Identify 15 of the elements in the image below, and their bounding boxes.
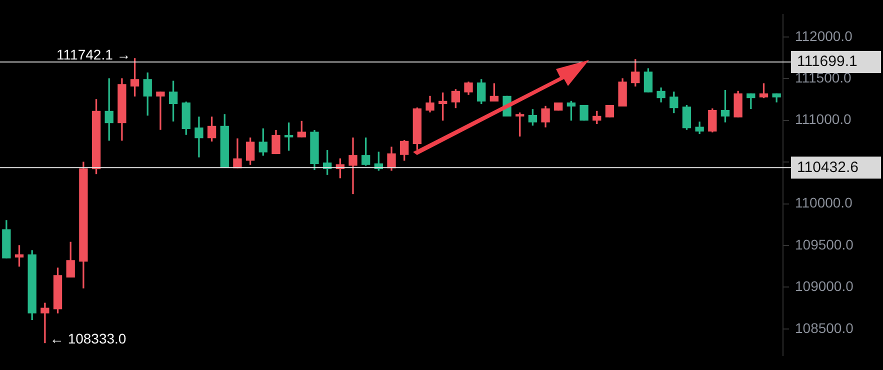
annotation: ← 108333.0: [50, 330, 126, 347]
annotation: 111742.1 →: [56, 46, 131, 62]
candlestick: [40, 302, 50, 344]
y-tick-label: 111500.0: [795, 69, 852, 86]
y-tick-label: 108500.0: [795, 320, 854, 336]
candlestick: [348, 138, 358, 194]
y-tick-label: 111000.0: [795, 111, 852, 128]
y-tick-label: 110000.0: [795, 194, 853, 211]
candlestick: [194, 116, 204, 158]
y-tick-label: 109500.0: [795, 236, 854, 252]
candlestick: [156, 92, 165, 130]
ref-line-label: 111699.1: [797, 53, 858, 70]
ref-line-label: 110432.6: [797, 158, 858, 176]
y-tick-label: 109000.0: [795, 278, 854, 294]
y-tick-label: 112000.0: [795, 28, 853, 44]
